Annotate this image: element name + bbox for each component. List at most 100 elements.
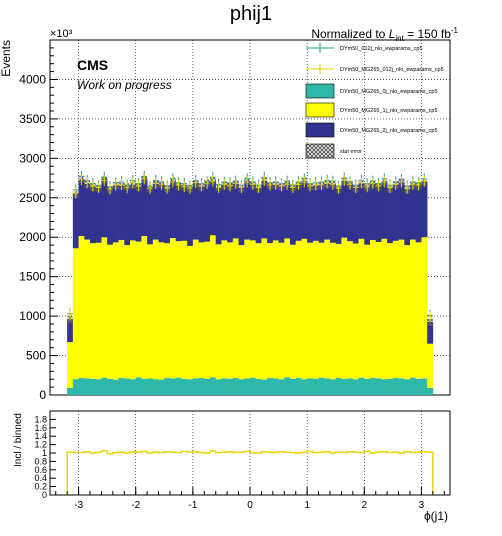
bar-segment <box>410 185 417 240</box>
bar-segment <box>272 378 279 395</box>
legend-swatch <box>305 143 335 159</box>
bar-segment <box>255 188 262 244</box>
bar-segment <box>324 378 331 395</box>
bar-segment <box>244 378 251 395</box>
bar-segment <box>147 188 154 245</box>
legend-label: DYm50_MG265_0j_nlo_ewparams_cp5 <box>340 89 438 95</box>
x-tick-label: -3 <box>74 500 83 511</box>
bar-segment <box>295 378 302 395</box>
bar-segment <box>170 378 177 395</box>
bar-segment <box>318 377 325 395</box>
bar-segment <box>204 378 211 395</box>
bar-segment <box>198 187 205 243</box>
bar-segment <box>387 378 394 395</box>
bar-segment <box>415 185 422 243</box>
bar-segment <box>152 379 159 395</box>
main-y-axis-label: Events <box>0 40 13 77</box>
bar-segment <box>95 188 102 243</box>
legend-entry: DYm50_MG265_012j_nlo_ewparams_cp5 <box>306 64 444 74</box>
bar-segment <box>232 238 239 379</box>
bar-segment <box>392 240 399 379</box>
bar-segment <box>141 236 148 379</box>
y-tick-label: 1500 <box>19 270 46 284</box>
legend-label: stat error <box>340 149 362 155</box>
bar-segment <box>255 243 262 379</box>
bar-segment <box>141 378 148 395</box>
bar-segment <box>135 377 142 395</box>
bar-segment <box>427 343 434 388</box>
bar-segment <box>312 186 319 241</box>
bar-segment <box>410 377 417 395</box>
bar-segment <box>192 239 199 379</box>
y-tick-label: 500 <box>26 349 46 363</box>
bar-segment <box>398 378 405 395</box>
main-plot-pad: 0 500 1000 1500 2000 2500 3000 3500 4000 ×10³ Ev… <box>0 28 451 402</box>
bar-segment <box>118 239 125 379</box>
bar-segment <box>312 240 319 379</box>
bar-segment <box>187 379 194 395</box>
bar-segment <box>335 243 342 379</box>
y-tick-label: 4000 <box>19 72 46 86</box>
bar-segment <box>204 183 211 242</box>
bar-segment <box>90 243 97 379</box>
x-axis-label: ϕ(j1) <box>424 509 448 523</box>
bar-segment <box>67 320 74 343</box>
bar-segment <box>295 240 302 379</box>
ratio-y-tick-label: 0.8 <box>34 456 47 466</box>
bar-segment <box>181 187 188 241</box>
bar-segment <box>101 377 108 395</box>
lumi-label: Normalized to Lint = 150 fb-1 <box>311 26 458 43</box>
bar-segment <box>198 242 205 379</box>
ratio-plot-pad: 00.20.40.60.811.21.41.61.8 -3 -2 -1 0 1 2 3 In… <box>13 410 451 523</box>
bar-segment <box>124 378 131 395</box>
bar-segment <box>135 187 142 242</box>
bar-segment <box>141 179 148 237</box>
bar-segment <box>90 378 97 395</box>
bar-segment <box>335 378 342 395</box>
bar-segment <box>358 184 365 239</box>
x-axis: -3 -2 -1 0 1 2 3 <box>55 487 445 511</box>
bar-segment <box>107 378 114 395</box>
bar-segment <box>278 379 285 395</box>
bar-segment <box>67 387 74 395</box>
bar-segment <box>267 243 274 379</box>
bar-segment <box>347 184 354 242</box>
x-tick-label: 3 <box>419 500 425 511</box>
y-tick-label: 2500 <box>19 191 46 205</box>
bar-segment <box>261 181 268 239</box>
bar-segment <box>221 240 228 379</box>
bar-segment <box>290 187 297 245</box>
bar-segment <box>272 240 279 379</box>
bar-segment <box>312 378 319 395</box>
bar-segment <box>307 242 314 379</box>
bar-segment <box>358 377 365 395</box>
bar-segment <box>421 182 428 238</box>
bar-segment <box>290 244 297 379</box>
bar-segment <box>215 187 222 245</box>
bar-segment <box>78 378 85 395</box>
bar-segment <box>187 188 194 246</box>
bar-segment <box>181 240 188 379</box>
bar-segment <box>375 186 382 242</box>
ratio-y-tick-label: 0 <box>42 490 47 500</box>
legend-label: DYm50_012j_nlo_ewparams_cp5 <box>340 46 423 52</box>
ratio-step-line <box>66 450 434 495</box>
y-tick-label: 3500 <box>19 112 46 126</box>
bar-segment <box>284 238 291 378</box>
bar-segment <box>415 378 422 395</box>
bar-segment <box>341 237 348 379</box>
bar-segment <box>158 184 165 243</box>
legend-label: DYm50_MG265_2j_nlo_ewparams_cp5 <box>340 128 438 134</box>
bar-segment <box>107 244 114 379</box>
bar-segment <box>124 186 131 246</box>
bar-segment <box>335 189 342 244</box>
bar-segment <box>101 237 108 378</box>
bar-segment <box>381 379 388 395</box>
bar-segment <box>324 239 331 379</box>
bar-segment <box>364 378 371 395</box>
bar-segment <box>130 240 137 380</box>
bar-segment <box>227 186 234 243</box>
bar-segment <box>278 242 285 380</box>
bar-segment <box>67 342 74 388</box>
